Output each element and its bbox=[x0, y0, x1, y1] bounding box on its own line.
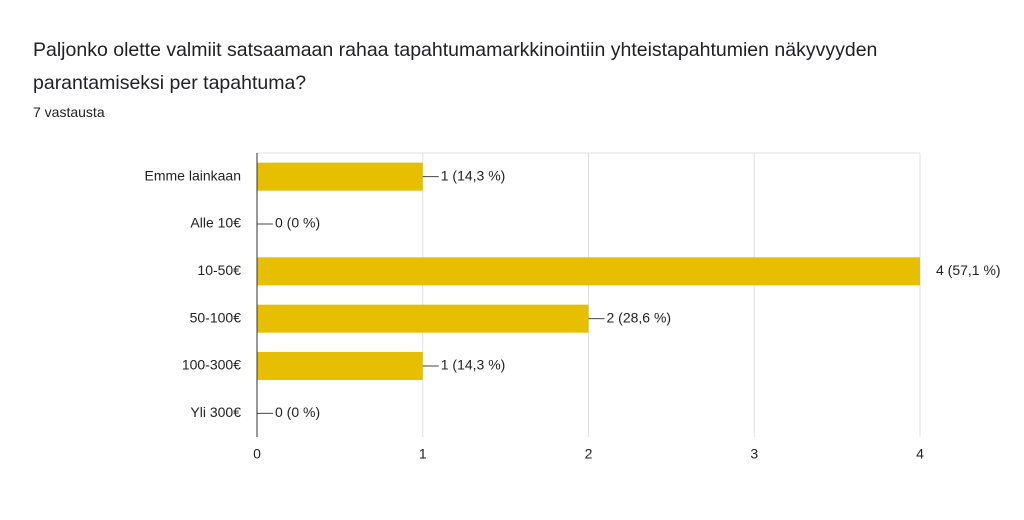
x-tick-label: 4 bbox=[916, 446, 924, 462]
value-label: 2 (28,6 %) bbox=[607, 309, 672, 325]
y-tick-label: Alle 10€ bbox=[190, 215, 241, 231]
bar bbox=[257, 257, 920, 286]
value-label: 0 (0 %) bbox=[275, 404, 320, 420]
x-tick-label: 1 bbox=[419, 446, 427, 462]
y-tick-label: Yli 300€ bbox=[190, 404, 241, 420]
x-tick-label: 0 bbox=[253, 446, 261, 462]
x-tick-label: 3 bbox=[750, 446, 758, 462]
value-label: 1 (14,3 %) bbox=[441, 357, 506, 373]
chart-subtitle: 7 vastausta bbox=[33, 104, 105, 120]
y-tick-label: 50-100€ bbox=[190, 309, 242, 325]
value-label: 1 (14,3 %) bbox=[441, 167, 506, 183]
y-tick-label: Emme lainkaan bbox=[145, 167, 242, 183]
chart-title: Paljonko olette valmiit satsaamaan rahaa… bbox=[33, 39, 878, 94]
y-tick-label: 10-50€ bbox=[197, 262, 241, 278]
value-label: 0 (0 %) bbox=[275, 215, 320, 231]
bar bbox=[257, 352, 423, 380]
bar bbox=[257, 304, 589, 333]
x-tick-label: 2 bbox=[585, 446, 593, 462]
value-label: 4 (57,1 %) bbox=[936, 262, 1001, 278]
y-tick-label: 100-300€ bbox=[182, 357, 241, 373]
bar bbox=[257, 162, 423, 191]
